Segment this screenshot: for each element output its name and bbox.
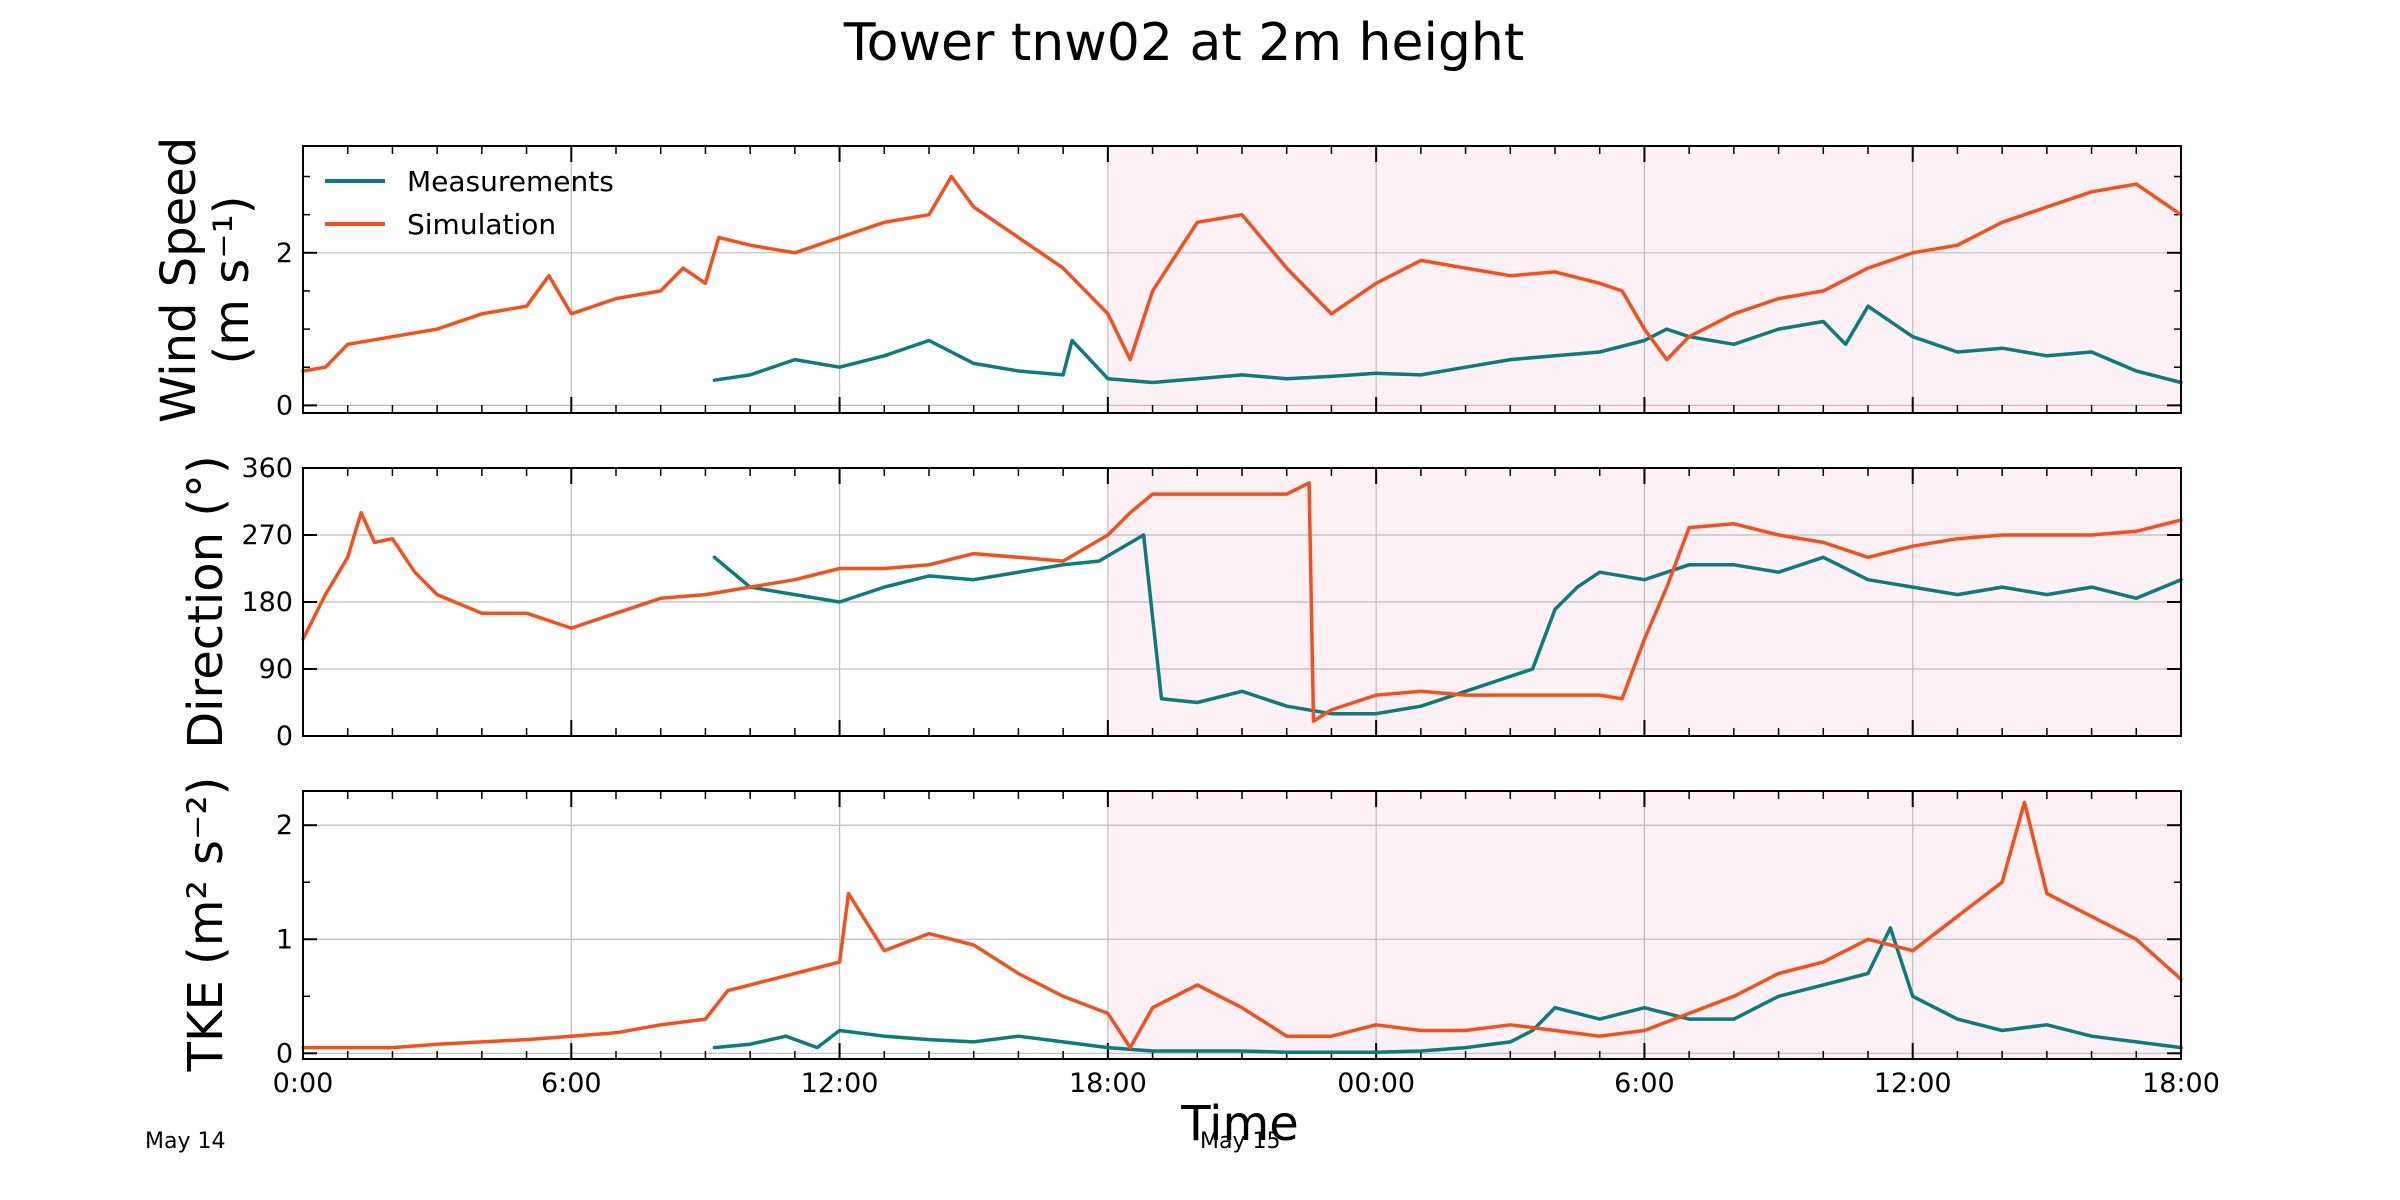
- legend-simulation-label: Simulation: [407, 208, 556, 241]
- x-tick-label: 18:00: [2142, 1068, 2220, 1099]
- simulation-line-panel-0: [301, 174, 2183, 373]
- y-tick-label: 360: [241, 453, 293, 484]
- night-shading-1: [1376, 146, 1645, 413]
- date-label-may14: May 14: [145, 1129, 225, 1154]
- panel-frame: [302, 145, 2182, 414]
- legend-measurements-label: Measurements: [407, 165, 614, 198]
- simulation-line-panel-2: [301, 800, 2183, 1050]
- simulation-line-panel-1: [301, 481, 2183, 723]
- legend: Measurements Simulation: [325, 165, 614, 241]
- y-tick-label: 0: [276, 1038, 293, 1069]
- panel-1-ylabel: Direction (°): [178, 455, 234, 749]
- direction-panel: 0 90 180 270 360: [241, 453, 2183, 752]
- y-tick-label: 2: [276, 810, 293, 841]
- x-tick-label: 18:00: [1069, 1068, 1147, 1099]
- panel-2-ylabel: TKE (m² s⁻²): [178, 777, 234, 1073]
- measurements-line-panel-0: [712, 304, 2183, 385]
- x-tick-label: 6:00: [1614, 1068, 1675, 1099]
- y-tick-label: 1: [276, 924, 293, 955]
- panel-0-ylabel-line1: Wind Speed: [151, 137, 207, 423]
- y-tick-label: 180: [241, 587, 293, 618]
- x-tick-label: 12:00: [1874, 1068, 1952, 1099]
- night-shading-3: [1912, 791, 2181, 1059]
- tke-panel: 0 1 2 0:00 6:00 12:00 18:00 00:00 6:00 12:00 18:00: [273, 790, 2220, 1099]
- night-shading-1: [1376, 791, 1645, 1059]
- y-tick-label: 90: [259, 654, 293, 685]
- wind-speed-panel: 02: [276, 145, 2183, 421]
- x-tick-label: 0:00: [273, 1068, 334, 1099]
- chart-title: Tower tnw02 at 2m height: [843, 13, 1525, 73]
- y-tick-label: 270: [241, 520, 293, 551]
- y-tick-label: 2: [276, 238, 293, 269]
- date-label-may15: May 15: [1200, 1129, 1280, 1154]
- panel-frame: [302, 467, 2182, 737]
- x-tick-label: 6:00: [541, 1068, 602, 1099]
- x-tick-label: 12:00: [801, 1068, 879, 1099]
- measurements-line-panel-2: [712, 926, 2183, 1054]
- measurements-line-panel-1: [712, 533, 2183, 716]
- x-tick-label: 00:00: [1337, 1068, 1415, 1099]
- night-shading-0: [1107, 146, 1377, 413]
- panel-frame: [302, 790, 2182, 1060]
- night-shading-0: [1107, 791, 1377, 1059]
- x-axis-label: Time: [1180, 1096, 1298, 1152]
- y-tick-label: 0: [276, 721, 293, 752]
- y-tick-label: 0: [276, 390, 293, 421]
- panel-0-ylabel-line2: (m s⁻¹): [204, 195, 260, 364]
- night-shading-2: [1644, 146, 1913, 413]
- night-shading-3: [1912, 146, 2181, 413]
